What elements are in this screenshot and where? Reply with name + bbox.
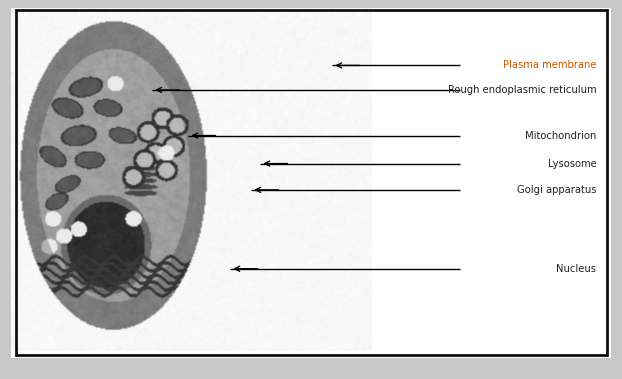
Text: Plasma membrane: Plasma membrane [503, 60, 596, 70]
Text: Rough endoplasmic reticulum: Rough endoplasmic reticulum [448, 85, 596, 95]
Text: Mitochondrion: Mitochondrion [525, 130, 596, 141]
Text: Nucleus: Nucleus [557, 264, 596, 274]
FancyBboxPatch shape [11, 8, 611, 358]
Text: Lysosome: Lysosome [547, 158, 596, 169]
Text: Golgi apparatus: Golgi apparatus [517, 185, 596, 195]
